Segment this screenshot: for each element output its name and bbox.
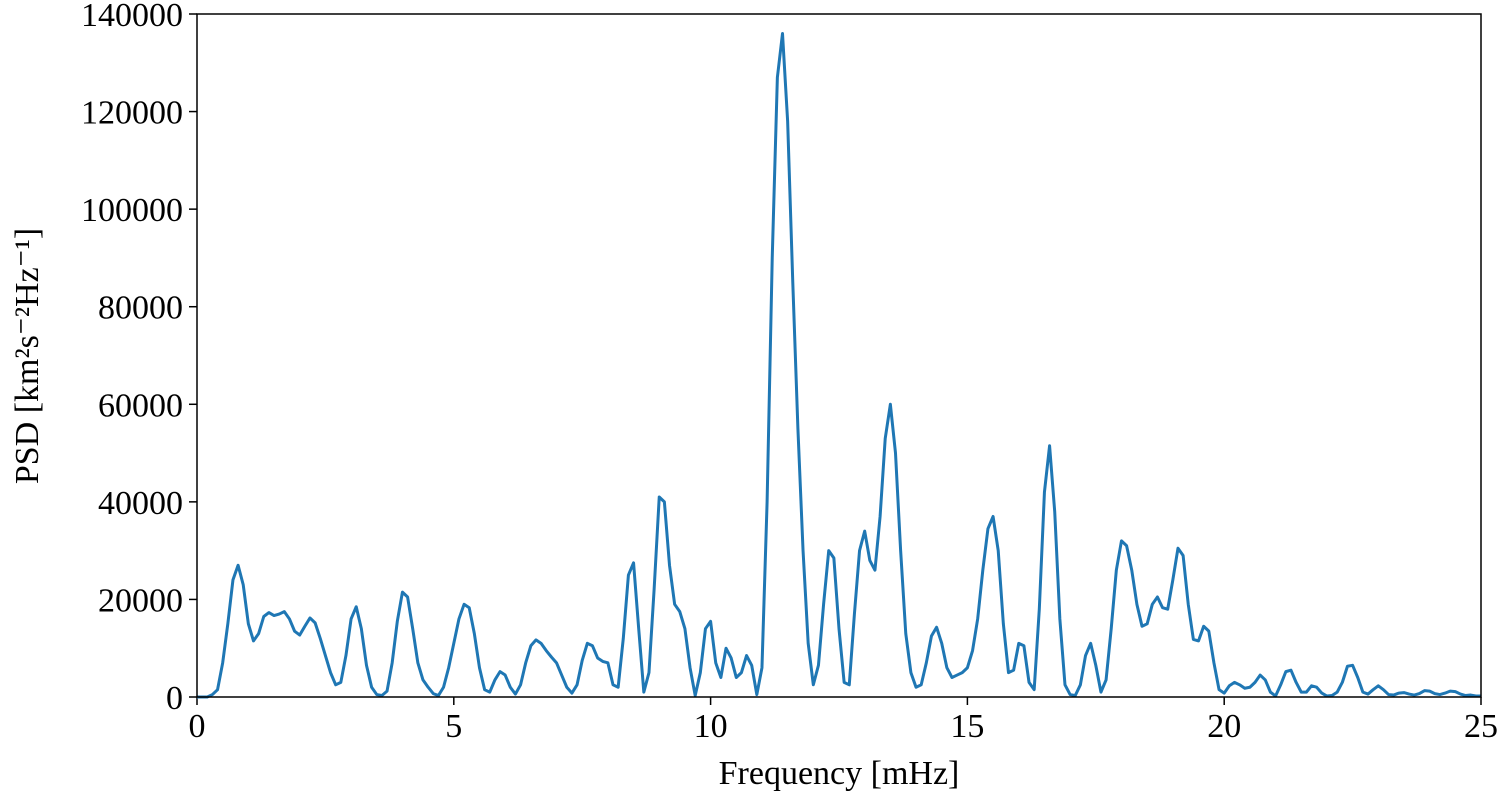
y-tick-label: 60000: [98, 387, 183, 424]
x-tick-label: 5: [445, 708, 462, 745]
plot-frame: [196, 13, 1482, 698]
y-axis-label: PSD [km²s⁻²Hz⁻¹]: [9, 228, 46, 484]
y-tick-label: 140000: [81, 0, 183, 34]
x-tick-label: 0: [189, 708, 206, 745]
y-tick-label: 100000: [81, 192, 183, 229]
y-tick-label: 80000: [98, 290, 183, 327]
y-tick-label: 20000: [98, 582, 183, 619]
x-axis-label: Frequency [mHz]: [719, 755, 960, 792]
x-tick-label: 25: [1464, 708, 1498, 745]
y-tick-label: 40000: [98, 485, 183, 522]
x-tick-label: 20: [1207, 708, 1241, 745]
psd-line: [197, 32, 1481, 699]
y-tick-label: 0: [166, 680, 183, 717]
x-tick-label: 15: [950, 708, 984, 745]
y-tick-label: 120000: [81, 95, 183, 132]
x-tick-label: 10: [694, 708, 728, 745]
